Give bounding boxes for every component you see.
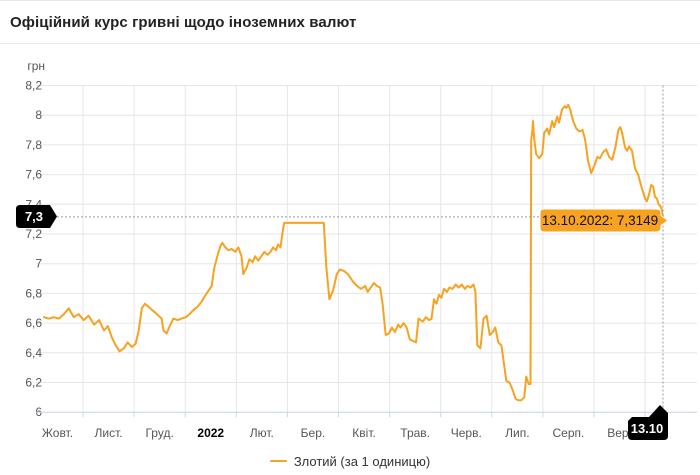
y-axis-crosshair-badge: 7,3 (16, 205, 57, 228)
y-axis-tick-label: 6,4 (25, 346, 42, 360)
x-axis-tick-label: Жовт. (42, 426, 73, 440)
x-axis-tick-label: Лип. (505, 426, 529, 440)
x-axis-tick-label: Черв. (451, 426, 482, 440)
legend-item-zloty[interactable]: Злотий (за 1 одиницю) (269, 453, 431, 469)
x-axis-tick-label: Груд. (145, 426, 173, 440)
y-axis-tick-label: 8 (35, 108, 42, 122)
y-axis-crosshair-value: 7,3 (25, 209, 43, 224)
legend-label: Злотий (за 1 одиницю) (293, 453, 431, 469)
y-axis-tick-label: 7,6 (25, 168, 42, 182)
x-axis-tick-label: Вер. (607, 426, 632, 440)
legend-line-marker (269, 460, 287, 462)
y-axis-unit-label: грн (27, 59, 45, 73)
x-axis-tick-label: 2022 (197, 426, 224, 440)
chart-plot-area[interactable] (36, 85, 697, 412)
tooltip-text: 13.10.2022: 7,3149 (542, 213, 658, 228)
grid-layer (36, 85, 697, 413)
x-axis-tick-label: Бер. (301, 426, 326, 440)
y-axis-tick-label: 6,2 (25, 376, 42, 390)
x-axis-tick-label: Квіт. (352, 426, 376, 440)
x-axis-crosshair-value: 13.10 (631, 421, 664, 436)
series-layer (43, 103, 664, 402)
legend: Злотий (за 1 одиницю) (0, 450, 700, 472)
y-axis-tick-label: 7,2 (25, 227, 42, 241)
y-axis-tick-label: 6,6 (25, 316, 42, 330)
y-axis-tick-label: 6,8 (25, 286, 42, 300)
chart-header: Офіційний курс гривні щодо іноземних вал… (0, 1, 700, 44)
page-title: Офіційний курс гривні щодо іноземних вал… (10, 13, 357, 31)
x-axis-tick-label: Лют. (250, 426, 274, 440)
axis-layer: 8,287,87,67,47,276,86,66,46,26Жовт.Лист.… (25, 79, 697, 440)
tooltip: 13.10.2022: 7,3149 (539, 208, 669, 233)
y-axis-tick-label: 8,2 (25, 79, 42, 93)
y-axis-tick-label: 7,8 (25, 138, 42, 152)
x-axis-crosshair-badge: 13.10 (628, 405, 668, 440)
x-axis-tick-label: Лист. (95, 426, 123, 440)
x-axis-tick-label: Серп. (553, 426, 585, 440)
series-line-zloty (43, 103, 664, 402)
x-axis-tick-label: Трав. (400, 426, 430, 440)
y-axis-tick-label: 7 (35, 257, 42, 271)
